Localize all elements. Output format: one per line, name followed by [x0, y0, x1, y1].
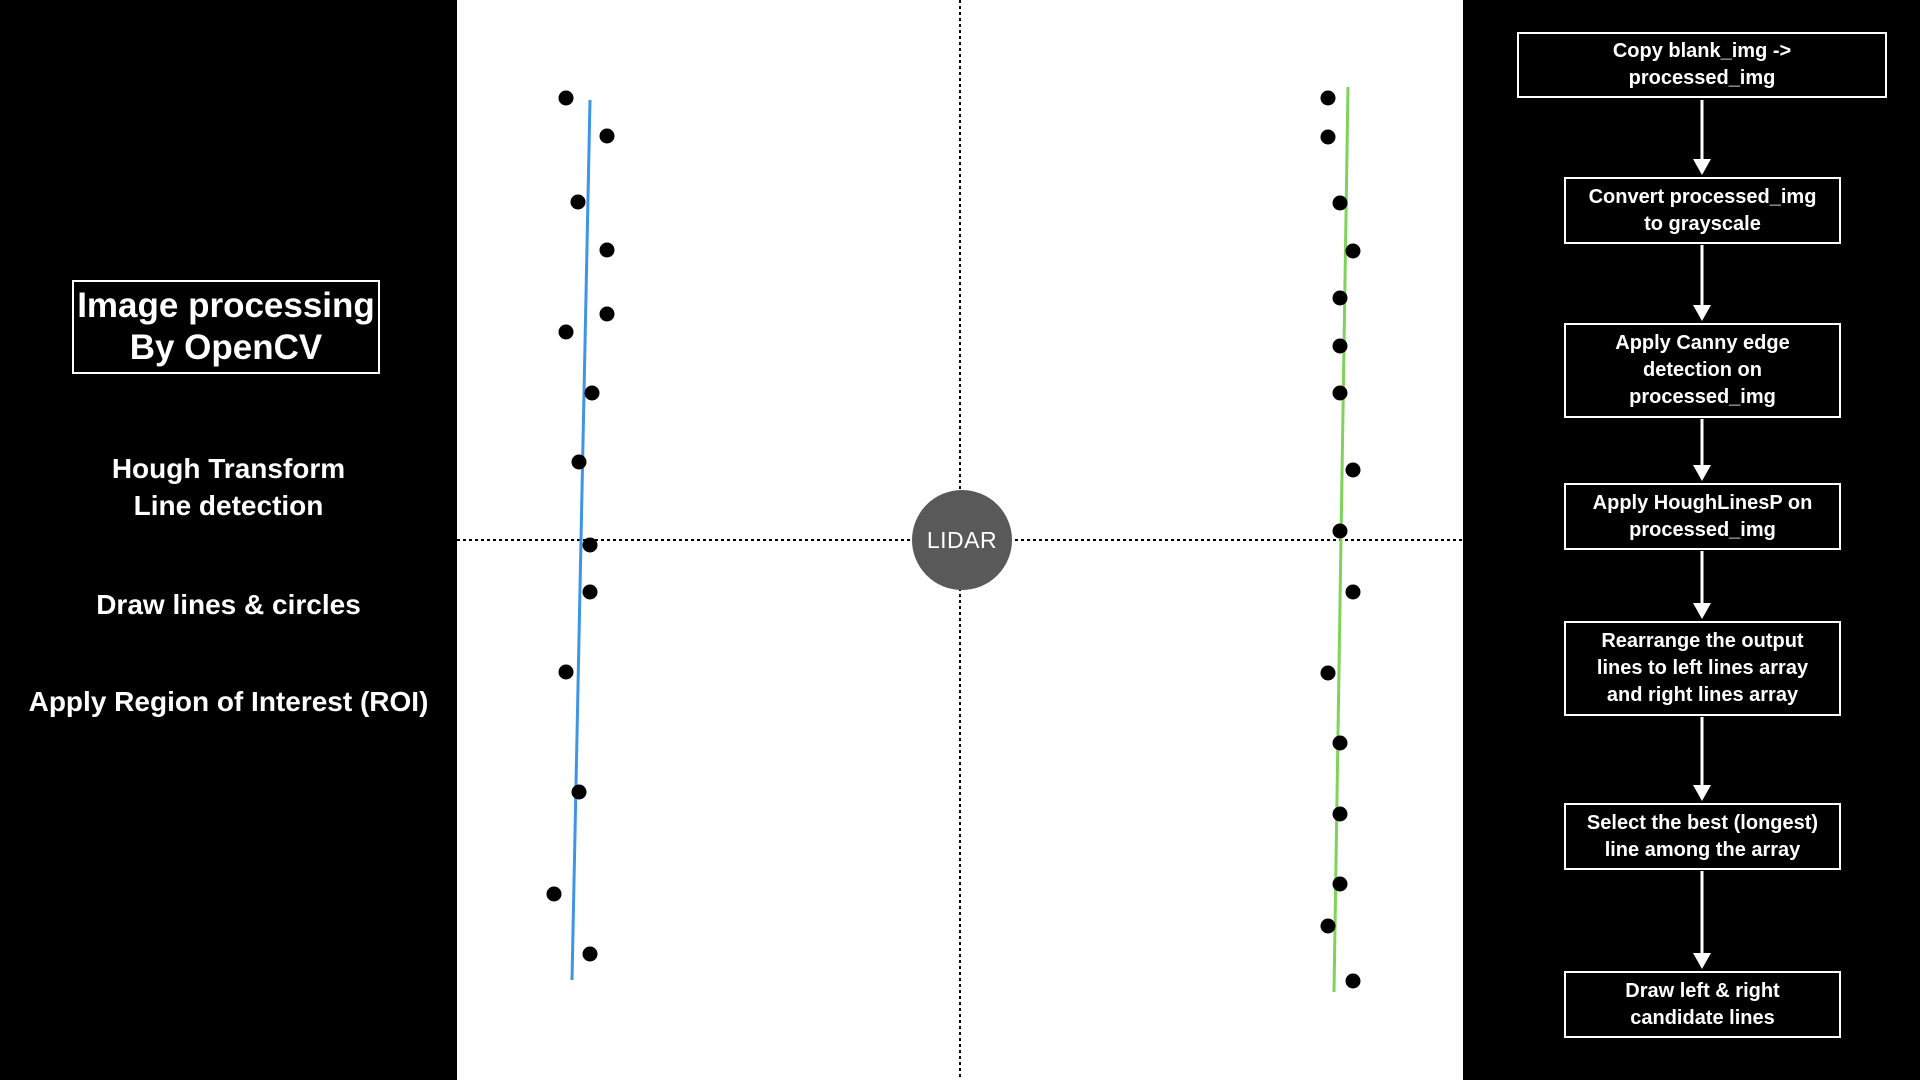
left-lidar-point: [599, 242, 615, 258]
right-lidar-point: [1332, 290, 1348, 306]
right-lidar-point: [1332, 338, 1348, 354]
flow-arrow-head: [1693, 159, 1711, 175]
flow-step-select-best: Select the best (longest) line among the…: [1564, 803, 1841, 870]
left-lidar-point: [558, 90, 574, 106]
left-lidar-point: [582, 537, 598, 553]
right-lidar-point: [1345, 973, 1361, 989]
left-panel: Image processing By OpenCV Hough Transfo…: [0, 0, 457, 1080]
left-lidar-point: [571, 454, 587, 470]
left-lidar-point: [599, 306, 615, 322]
title-line-1: Image processing: [77, 286, 375, 325]
right-lidar-point: [1332, 735, 1348, 751]
left-lidar-point: [582, 584, 598, 600]
flow-arrow-head: [1693, 603, 1711, 619]
step-apply-roi: Apply Region of Interest (ROI): [28, 686, 429, 717]
right-lidar-point: [1332, 876, 1348, 892]
left-lidar-point: [546, 886, 562, 902]
left-lidar-point: [558, 664, 574, 680]
lidar-circle: LIDAR: [912, 490, 1012, 590]
flow-step-houghlinesp: Apply HoughLinesP on processed_img: [1564, 483, 1841, 550]
left-lidar-point: [582, 946, 598, 962]
step-hough-line-1: Hough Transform: [111, 453, 346, 484]
flow-step-grayscale: Convert processed_img to grayscale: [1564, 177, 1841, 244]
right-lidar-point: [1320, 665, 1336, 681]
flow-arrow-head: [1693, 465, 1711, 481]
title-box: Image processing By OpenCV: [72, 280, 380, 374]
right-lidar-point: [1345, 462, 1361, 478]
right-lidar-point: [1345, 584, 1361, 600]
right-panel: [1463, 0, 1920, 1080]
left-lane-line: [570, 99, 592, 981]
left-lidar-point: [558, 324, 574, 340]
right-lidar-point: [1332, 523, 1348, 539]
right-lidar-point: [1320, 918, 1336, 934]
step-draw-lines: Draw lines & circles: [96, 589, 361, 620]
right-lidar-point: [1320, 129, 1336, 145]
left-lidar-point: [571, 784, 587, 800]
right-lidar-point: [1332, 806, 1348, 822]
flow-arrow-head: [1693, 785, 1711, 801]
flow-step-draw-candidates: Draw left & right candidate lines: [1564, 971, 1841, 1038]
right-lane-line: [1332, 86, 1350, 993]
step-hough-line-2: Line detection: [133, 490, 324, 521]
flow-step-canny: Apply Canny edge detection on processed_…: [1564, 323, 1841, 418]
lidar-scan-view: [457, 0, 1463, 1080]
flow-arrow-head: [1693, 953, 1711, 969]
right-lidar-point: [1332, 195, 1348, 211]
left-lidar-point: [584, 385, 600, 401]
step-hough-transform: Hough Transform Line detection: [0, 450, 457, 524]
right-lidar-point: [1320, 90, 1336, 106]
left-lidar-point: [570, 194, 586, 210]
flow-step-rearrange: Rearrange the output lines to left lines…: [1564, 621, 1841, 716]
flow-arrow-head: [1693, 305, 1711, 321]
title-line-2: By OpenCV: [129, 328, 323, 367]
flowchart-arrows: [1693, 100, 1711, 969]
flow-step-copy-blank: Copy blank_img -> processed_img: [1517, 32, 1887, 98]
right-lidar-point: [1345, 243, 1361, 259]
right-lidar-point: [1332, 385, 1348, 401]
left-lidar-point: [599, 128, 615, 144]
